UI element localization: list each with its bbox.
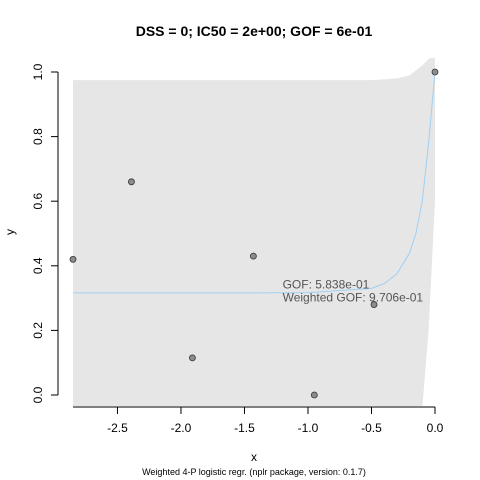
gof-annotation: Weighted GOF: 9.706e-01	[283, 290, 424, 304]
x-tick-label: 0.0	[427, 421, 444, 435]
chart-title: DSS = 0; IC50 = 2e+00; GOF = 6e-01	[136, 23, 373, 39]
confidence-band	[73, 58, 435, 406]
data-point	[188, 354, 196, 362]
data-point	[431, 68, 439, 76]
data-point	[370, 301, 378, 308]
y-tick-label: 0.6	[31, 193, 45, 210]
y-axis-label: y	[3, 229, 17, 235]
x-axis-label: x	[251, 450, 257, 464]
x-axis: -2.5 -2.0 -1.5 -1.0 -0.5 0.0	[73, 406, 444, 435]
plot-region	[69, 58, 439, 406]
fit-curve	[73, 71, 436, 294]
chart-caption: Weighted 4-P logistic regr. (nplr packag…	[142, 467, 366, 477]
x-tick-label: -1.0	[298, 421, 319, 435]
data-points	[69, 68, 439, 399]
data-point	[69, 255, 77, 263]
gof-annotation: GOF: 5.838e-01	[283, 277, 370, 291]
data-point	[249, 252, 257, 260]
y-tick-label: 0.4	[31, 257, 45, 274]
data-point	[128, 178, 135, 186]
y-axis: 0.0 0.2 0.4 0.6 0.8 1.0	[31, 63, 59, 403]
data-point	[310, 391, 318, 399]
x-tick-label: -2.5	[107, 421, 128, 435]
y-tick-label: 1.0	[31, 63, 45, 80]
x-tick-label: -0.5	[361, 421, 382, 435]
y-tick-label: 0.0	[31, 386, 45, 403]
x-tick-label: -2.0	[171, 421, 192, 435]
y-tick-label: 0.8	[31, 128, 45, 145]
y-tick-label: 0.2	[31, 322, 45, 339]
x-tick-label: -1.5	[234, 421, 255, 435]
